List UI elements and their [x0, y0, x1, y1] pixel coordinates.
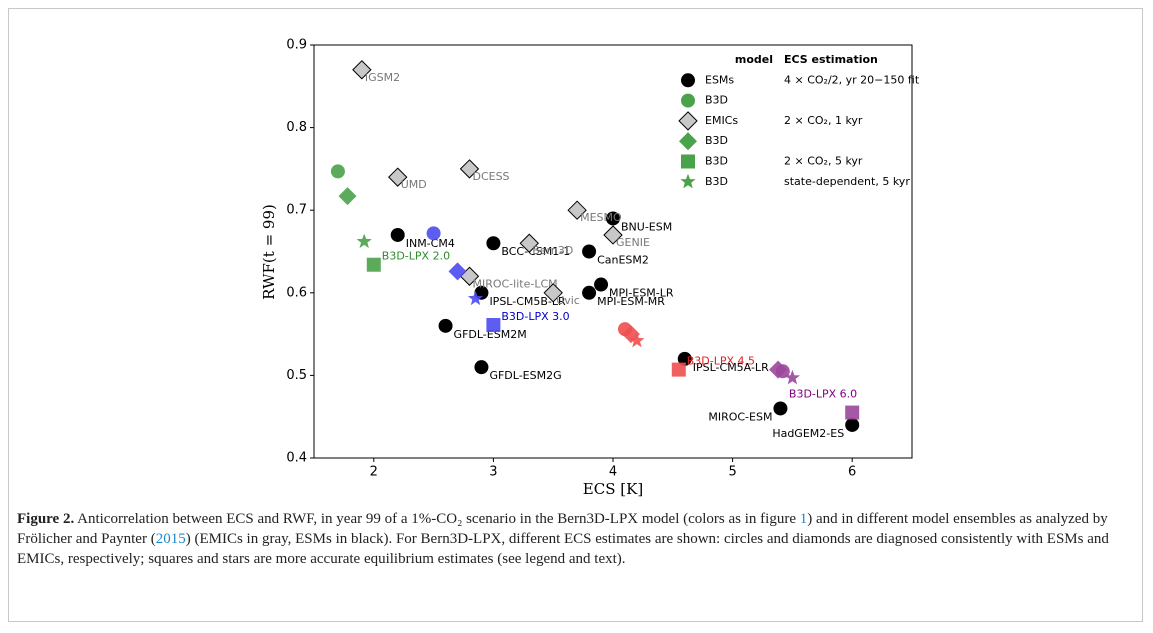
point	[629, 332, 645, 348]
point	[769, 360, 788, 379]
legend-estimation: state-dependent, 5 kyr	[784, 175, 910, 188]
legend-marker	[679, 132, 697, 151]
point-label: B3D-LPX 6.0	[789, 388, 857, 401]
point	[784, 369, 800, 385]
point-label: MPI-ESM-LR	[609, 287, 674, 300]
point-label: CanESM2	[597, 254, 649, 267]
legend-estimation: 4 × CO₂/2, yr 20−150 fit	[784, 73, 920, 86]
point	[773, 401, 788, 416]
point	[390, 227, 405, 242]
point	[671, 362, 686, 377]
point-label: BNU-ESM	[621, 220, 672, 233]
caption-link: 2015	[155, 531, 186, 547]
point	[356, 233, 372, 249]
legend-label: B3D	[705, 175, 728, 188]
x-tick-label: 3	[489, 465, 497, 480]
point	[594, 277, 609, 292]
x-tick-label: 6	[848, 465, 856, 480]
legend-header: ECS estimation	[784, 53, 878, 66]
legend-marker	[681, 73, 695, 88]
point	[567, 200, 587, 220]
point-label: GFDL-ESM2M	[454, 328, 527, 341]
point	[474, 360, 489, 375]
caption-text: ) and in different model ensembles as an…	[17, 511, 1108, 547]
point-label: MPI-ESM-MR	[597, 295, 665, 308]
point	[388, 167, 408, 187]
x-tick-label: 4	[609, 465, 617, 480]
point	[438, 318, 453, 333]
chart: ECS [K] RWF(t = 99) 2 3 4 5 6 0.4 0.5 0.6 0.7 0.8…	[260, 38, 920, 499]
point	[459, 159, 480, 179]
legend-estimation: 2 × CO₂, 5 kyr	[784, 155, 863, 168]
legend-label: B3D	[705, 134, 728, 147]
point	[582, 285, 597, 300]
y-tick-label: 0.9	[286, 38, 307, 53]
point-label: IPSL-CM5B-LR	[489, 295, 566, 308]
y-tick-label: 0.7	[286, 203, 307, 218]
legend-marker	[678, 111, 698, 131]
point-label: IPSL-CM5A-LR	[693, 361, 769, 374]
x-tick-label: 2	[370, 465, 378, 480]
point-label: B3D-LPX 4.5	[687, 355, 755, 368]
legend-label: B3D	[705, 155, 728, 168]
point	[519, 233, 539, 253]
point	[448, 262, 467, 281]
figure-frame	[8, 8, 1143, 622]
point	[582, 244, 597, 259]
point-label: MIROC-lite-LCM	[472, 277, 557, 290]
point	[467, 290, 484, 306]
legend-label: B3D	[705, 94, 728, 107]
point-label: GFDL-ESM2G	[489, 369, 561, 382]
point	[366, 257, 381, 272]
point-label: MIROC-ESM	[708, 410, 772, 423]
legend-header: model	[735, 53, 773, 66]
legend-marker	[680, 173, 696, 189]
point-label: BCC-CSM1-1	[501, 245, 570, 258]
point	[845, 417, 860, 432]
point-label: B3D-LPX 2.0	[382, 250, 450, 263]
point	[845, 405, 860, 420]
y-tick-label: 0.4	[286, 451, 307, 466]
point-label: HadGEM2-ES	[772, 427, 844, 440]
point	[606, 211, 620, 226]
caption-text: Anticorrelation between ECS and RWF, in …	[74, 511, 800, 527]
point-label: B3D-LPX 3.0	[501, 310, 569, 323]
point	[543, 283, 563, 303]
legend-marker	[681, 93, 695, 108]
point	[330, 164, 345, 179]
point-label: Bern3D	[532, 244, 573, 257]
point	[677, 351, 692, 366]
caption-text: ) (EMICs in gray, ESMs in black). For Be…	[17, 531, 1109, 567]
point-label: GENIE	[616, 236, 650, 249]
legend-label: ESMs	[705, 73, 734, 86]
caption: Figure 2. Anticorrelation between ECS an…	[17, 509, 1127, 569]
y-tick-label: 0.5	[286, 368, 307, 383]
x-axis-label: ECS [K]	[583, 480, 643, 498]
caption-label: Figure 2.	[17, 511, 75, 527]
y-tick-label: 0.6	[286, 285, 307, 300]
y-axis-label: RWF(t = 99)	[260, 204, 278, 300]
point-label: Uvic	[556, 294, 580, 307]
point-label: INM-CM4	[406, 237, 455, 250]
caption-link: 1	[799, 511, 808, 527]
point	[486, 236, 501, 251]
x-tick-label: 5	[728, 465, 736, 480]
point-label: MESMO	[580, 211, 622, 224]
point	[426, 226, 441, 241]
point	[603, 225, 623, 245]
point	[352, 60, 372, 80]
point-label: UMD	[401, 178, 427, 191]
y-tick-label: 0.8	[286, 120, 307, 135]
legend-estimation: 2 × CO₂, 1 kyr	[784, 114, 863, 127]
point-label: IGSM2	[365, 71, 400, 84]
point-label: DCESS	[472, 170, 509, 183]
legend-marker	[681, 154, 695, 169]
point	[486, 318, 501, 333]
point	[338, 187, 357, 206]
legend-label: EMICs	[705, 114, 738, 127]
